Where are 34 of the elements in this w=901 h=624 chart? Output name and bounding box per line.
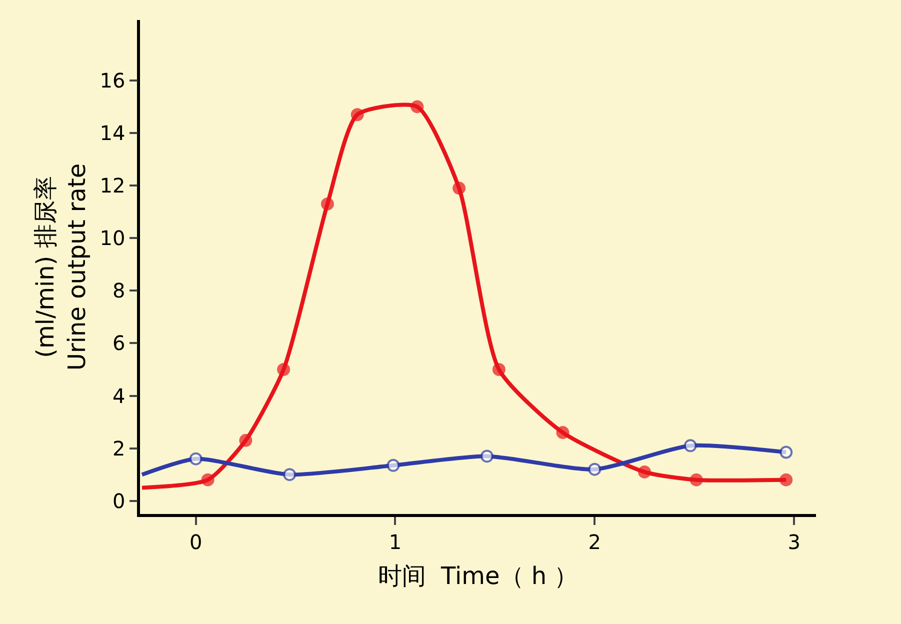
point (588, 462, 602, 476)
y-tick-label: 12 (100, 174, 126, 198)
point (320, 197, 334, 210)
y-tick-label: 16 (100, 68, 126, 92)
point (480, 450, 494, 463)
point (189, 452, 202, 466)
y-axis-title: (ml/min) 排尿率 Urine output rate (32, 163, 91, 371)
y-tick-label: 10 (100, 226, 126, 250)
point (283, 468, 296, 482)
y-tick-label: 0 (112, 488, 126, 513)
point (410, 100, 424, 114)
x-tick-label: 1 (388, 530, 402, 554)
point (684, 439, 697, 452)
y-tick-label: 14 (100, 120, 126, 145)
point (277, 362, 290, 376)
x-tick-label: 2 (588, 530, 602, 554)
point (556, 426, 570, 440)
point (350, 108, 364, 122)
y-tick-label: 8 (112, 278, 126, 303)
point (780, 473, 793, 486)
point (638, 465, 652, 478)
x-tick-label: 3 (788, 530, 800, 554)
point (239, 434, 252, 447)
y-tick-label: 4 (112, 384, 126, 408)
point (201, 473, 214, 486)
point (492, 362, 506, 376)
point (690, 473, 703, 486)
point (386, 458, 400, 472)
point (780, 446, 793, 459)
point (452, 182, 466, 195)
y-tick-label: 2 (112, 436, 126, 460)
y-tick-label: 6 (112, 331, 126, 356)
x-axis-title: 时间 Time（ h ） (378, 562, 578, 590)
x-tick-label: 0 (189, 530, 202, 554)
